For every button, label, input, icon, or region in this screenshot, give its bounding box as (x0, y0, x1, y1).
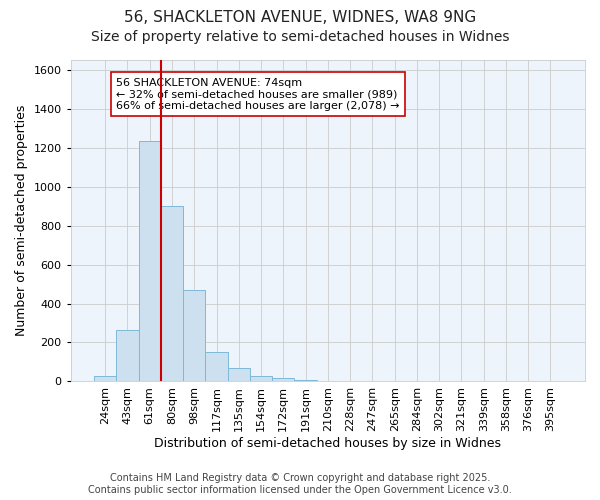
Bar (116, 330, 139, 382)
Text: Size of property relative to semi-detached houses in Widnes: Size of property relative to semi-detach… (91, 30, 509, 44)
Bar (94, 376, 116, 382)
Y-axis label: Number of semi-detached properties: Number of semi-detached properties (15, 105, 28, 336)
Bar (272, 378, 295, 382)
Text: 56 SHACKLETON AVENUE: 74sqm
← 32% of semi-detached houses are smaller (989)
66% : 56 SHACKLETON AVENUE: 74sqm ← 32% of sem… (116, 78, 400, 110)
Bar (183, 290, 205, 382)
Bar (139, 141, 161, 382)
Text: Contains HM Land Registry data © Crown copyright and database right 2025.
Contai: Contains HM Land Registry data © Crown c… (88, 474, 512, 495)
Bar (250, 376, 272, 382)
Bar (317, 381, 339, 382)
Bar (205, 352, 227, 382)
Bar (295, 380, 317, 382)
Bar (227, 368, 250, 382)
Text: 56, SHACKLETON AVENUE, WIDNES, WA8 9NG: 56, SHACKLETON AVENUE, WIDNES, WA8 9NG (124, 10, 476, 25)
X-axis label: Distribution of semi-detached houses by size in Widnes: Distribution of semi-detached houses by … (154, 437, 502, 450)
Bar (161, 206, 183, 382)
